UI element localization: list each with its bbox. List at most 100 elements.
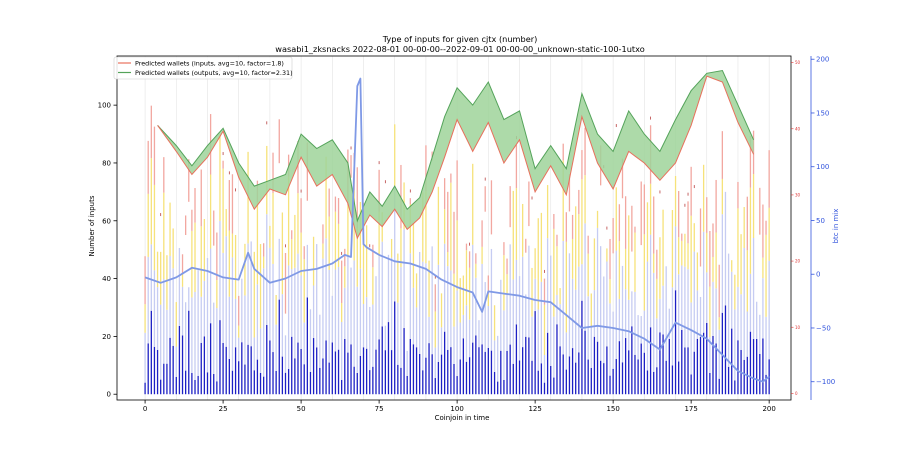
x-tick-label: 0	[143, 405, 147, 413]
bar-segment-yellow	[434, 311, 436, 348]
bar-segment-yellow	[475, 263, 477, 278]
bar-segment-pink	[487, 275, 489, 294]
bar-segment-remix	[209, 323, 212, 395]
bar-segment-yellow	[618, 241, 621, 299]
bar-segment-pink	[334, 196, 337, 212]
bar-segment-fresh	[553, 316, 555, 378]
bar-segment-remix	[397, 364, 399, 395]
bar-segment-yellow	[584, 175, 586, 224]
bar-segment-yellow	[294, 214, 296, 268]
bar-segment-fresh	[724, 191, 727, 306]
bar-segment-remix	[674, 290, 677, 395]
bar-segment-pink	[150, 105, 152, 159]
bar-segment-remix	[699, 336, 702, 395]
bar-segment-remix	[534, 311, 536, 395]
bar-segment-fresh	[181, 286, 184, 336]
y3-tick-label: 10	[795, 325, 801, 330]
bar-segment-yellow	[253, 251, 255, 338]
bar-segment-remix	[219, 320, 221, 395]
bar-segment-remix	[197, 375, 199, 395]
bar-segment-yellow	[263, 256, 265, 269]
bar-segment-fresh	[693, 251, 695, 352]
bar-segment-yellow	[437, 186, 440, 265]
bar-segment-yellow	[200, 226, 202, 297]
bar-segment-fresh	[440, 327, 443, 355]
bar-segment-fresh	[406, 350, 408, 376]
bar-segment-remix	[147, 343, 149, 395]
bar-segment-yellow	[456, 220, 458, 291]
bar-segment-remix	[412, 344, 415, 395]
bar-segment-fresh	[500, 279, 502, 351]
bar-segment-pink	[765, 220, 767, 235]
bar-segment-fresh	[250, 241, 252, 347]
x-axis-label: Coinjoin in time	[435, 414, 490, 422]
bar-segment-fresh	[403, 229, 405, 329]
x-tick-label: 200	[762, 405, 775, 413]
bar-segment-yellow	[359, 201, 362, 269]
bar-segment-remix	[378, 339, 380, 395]
bar-segment-fresh	[562, 240, 564, 355]
bar-segment-fresh	[247, 243, 249, 345]
bar-segment-fresh	[668, 308, 670, 339]
bar-segment-pink	[163, 157, 165, 193]
bar-segment-fresh	[584, 223, 586, 331]
bar-segment-pink	[509, 186, 511, 228]
bar-segment-fresh	[503, 310, 505, 380]
bar-segment-yellow	[203, 218, 206, 281]
bar-segment-remix	[394, 301, 396, 395]
bar-segment-fresh	[188, 287, 190, 311]
bar-segment-remix	[294, 358, 296, 395]
bar-segment-remix	[568, 356, 571, 395]
bar-segment-remix	[331, 342, 333, 395]
bar-segment-pink	[681, 233, 683, 241]
bar-segment-yellow	[512, 190, 514, 280]
bar-segment-remix	[409, 338, 411, 395]
bar-segment-pink	[284, 253, 287, 314]
y2-axis-label: btc in mix	[832, 209, 840, 244]
bar-segment-remix	[365, 348, 368, 395]
bar-segment-pink	[297, 141, 299, 194]
bar-segment-fresh	[238, 337, 240, 362]
bar-segment-pink	[447, 191, 449, 253]
bar-segment-pink	[712, 223, 714, 257]
bar-segment-remix	[160, 379, 162, 395]
bar-segment-remix	[681, 329, 683, 395]
bar-segment-pink	[300, 198, 302, 233]
y2-tick-label: −50	[816, 324, 831, 332]
bar-segment-fresh	[681, 265, 683, 330]
bar-segment-remix	[184, 370, 187, 395]
bar-segment-remix	[437, 361, 440, 395]
bar-segment-pink	[450, 173, 452, 183]
bar-segment-fresh	[749, 273, 752, 332]
bar-segment-fresh	[628, 299, 630, 351]
bar-segment-fresh	[312, 285, 315, 339]
bar-segment-remix	[465, 361, 468, 395]
bar-segment-pink	[690, 166, 692, 216]
bar-segment-remix	[721, 312, 724, 395]
bar-segment-yellow	[768, 207, 770, 261]
bar-segment-remix	[656, 367, 658, 395]
bar-segment-yellow	[150, 158, 152, 245]
bar-segment-yellow	[428, 260, 430, 317]
bar-segment-pink	[706, 197, 708, 233]
bar-segment-fresh	[369, 306, 371, 371]
bar-segment-pink	[737, 181, 739, 209]
bar-segment-remix	[600, 360, 602, 395]
bar-segment-pink	[484, 186, 486, 212]
bar-segment-remix	[406, 375, 408, 395]
bar-segment-fresh	[528, 245, 530, 338]
bar-segment-yellow	[462, 275, 465, 315]
bar-segment-remix	[425, 357, 427, 395]
bar-segment-fresh	[615, 250, 617, 360]
bar-segment-fresh	[478, 320, 480, 348]
bar-segment-yellow	[225, 209, 227, 237]
bar-segment-remix	[525, 336, 527, 395]
bar-segment-fresh	[322, 258, 324, 359]
bar-segment-fresh	[687, 269, 689, 348]
bar-segment-yellow	[459, 278, 461, 323]
bar-segment-fresh	[163, 279, 165, 364]
bar-segment-fresh	[291, 269, 293, 337]
x-tick-label: 50	[297, 405, 306, 413]
bar-segment-fresh	[394, 185, 396, 302]
bar-segment-pink	[749, 135, 752, 188]
